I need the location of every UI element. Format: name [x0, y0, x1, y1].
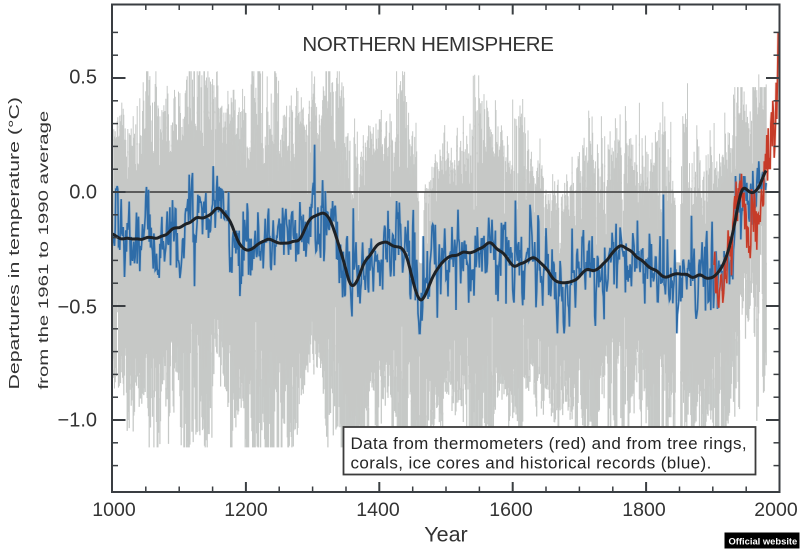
svg-text:−1.0: −1.0: [58, 410, 97, 432]
svg-text:Official website: Official website: [729, 536, 798, 547]
svg-text:Departures in temperature (°C): Departures in temperature (°C): [5, 97, 22, 389]
svg-text:0.0: 0.0: [69, 182, 97, 204]
svg-text:0.5: 0.5: [69, 67, 97, 89]
svg-text:Data from thermometers (red) a: Data from thermometers (red) and from tr…: [351, 434, 748, 453]
svg-text:1400: 1400: [356, 499, 400, 521]
svg-text:1600: 1600: [489, 499, 533, 521]
svg-text:−0.5: −0.5: [58, 297, 97, 319]
svg-text:1800: 1800: [622, 499, 666, 521]
svg-text:NORTHERN HEMISPHERE: NORTHERN HEMISPHERE: [302, 33, 553, 56]
svg-text:1200: 1200: [224, 499, 268, 521]
svg-text:corals, ice cores and historic: corals, ice cores and historical records…: [351, 454, 712, 473]
svg-text:1000: 1000: [92, 499, 136, 521]
svg-text:from the 1961 to 1990 average: from the 1961 to 1990 average: [35, 111, 51, 390]
svg-text:2000: 2000: [754, 499, 798, 521]
svg-text:Year: Year: [424, 523, 467, 547]
